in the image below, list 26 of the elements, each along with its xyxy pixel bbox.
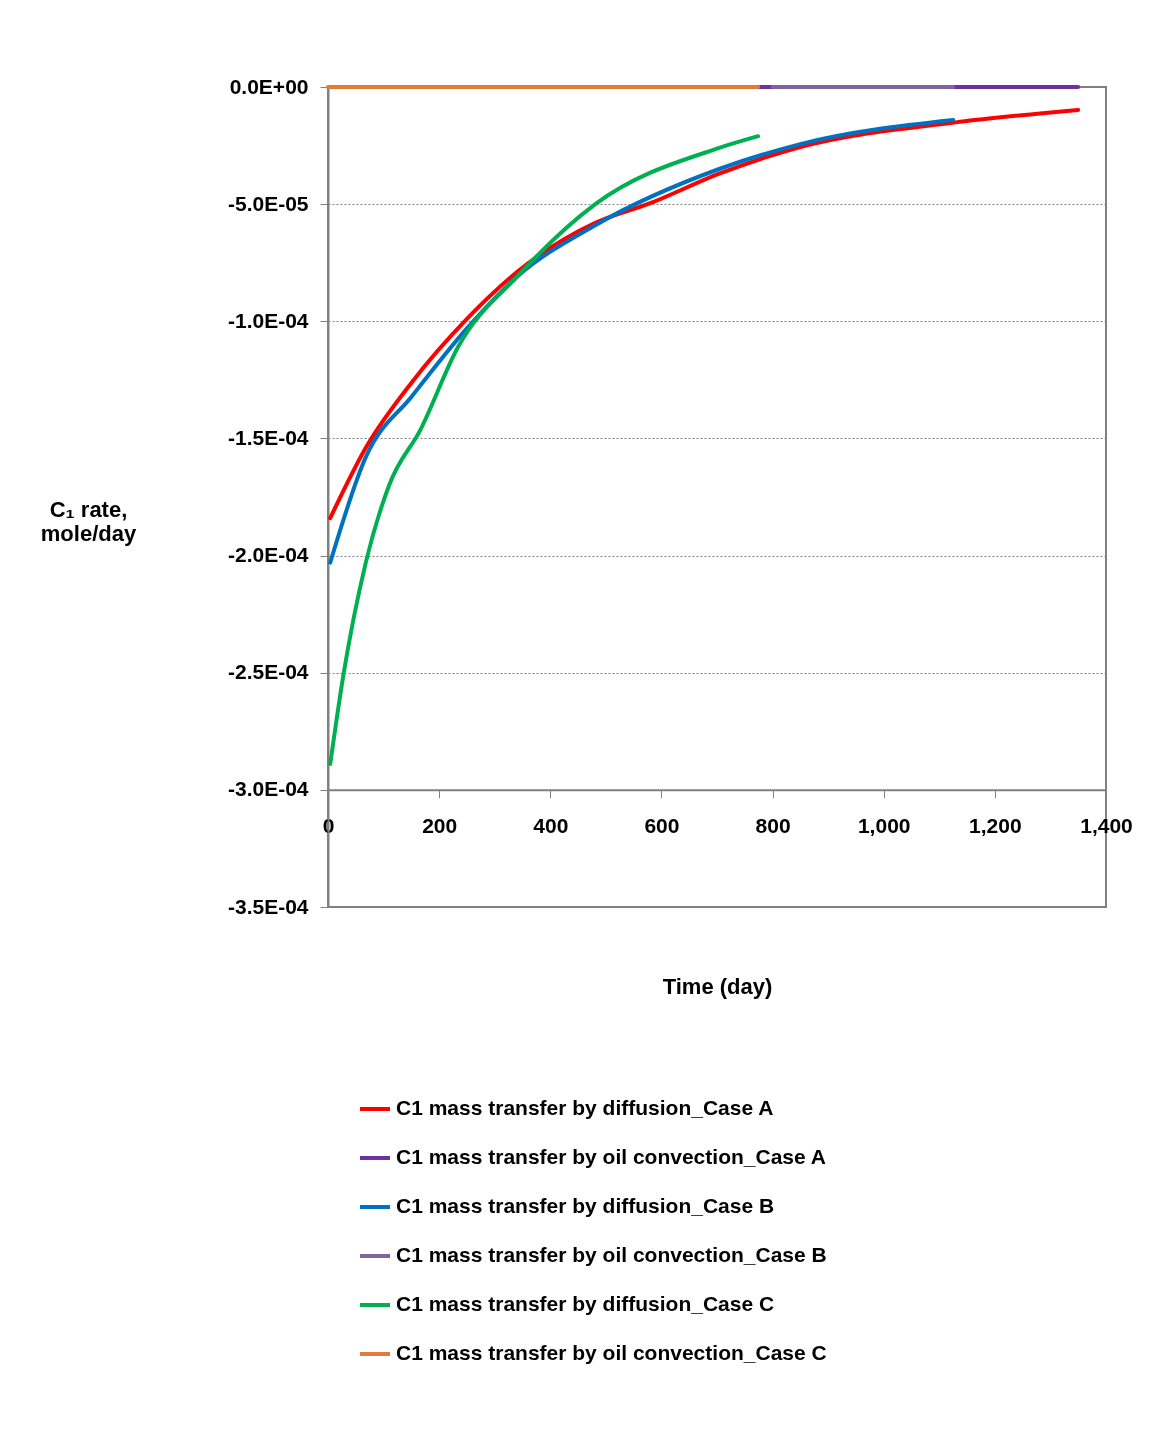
- y-axis-title: C₁ rate, mole/day: [40, 497, 137, 547]
- y-tick-label: -1.5E-04: [227, 425, 309, 449]
- x-tick-label: 1,000: [857, 814, 911, 838]
- line-series: [328, 134, 761, 767]
- y-tick-label: -5.0E-05: [227, 191, 309, 215]
- legend-label: C1 mass transfer by oil convection_Case C: [396, 1341, 827, 1364]
- x-tick-label: 200: [422, 814, 458, 838]
- legend-label: C1 mass transfer by oil convection_Case B: [396, 1243, 827, 1266]
- line-series: [328, 118, 956, 565]
- x-axis-title: Time (day): [662, 974, 773, 1000]
- x-tick-label: 600: [644, 814, 680, 838]
- y-tick-label: -2.5E-04: [227, 660, 309, 684]
- y-tick-label: -3.5E-04: [227, 894, 309, 918]
- x-tick-label: 1,400: [1080, 814, 1133, 838]
- y-tick-label: -1.0E-04: [227, 308, 309, 332]
- legend-label: C1 mass transfer by diffusion_Case C: [396, 1292, 775, 1315]
- y-tick-label: 0.0E+00: [229, 74, 309, 98]
- y-tick-label: -3.0E-04: [227, 777, 309, 801]
- x-tick-label: 1,200: [969, 814, 1022, 838]
- line-series: [328, 107, 1081, 521]
- x-tick-label: 800: [755, 814, 791, 838]
- legend-label: C1 mass transfer by diffusion_Case A: [396, 1096, 774, 1119]
- legend-label: C1 mass transfer by diffusion_Case B: [396, 1194, 775, 1217]
- legend-label: C1 mass transfer by oil convection_Case A: [396, 1145, 826, 1168]
- x-tick-label: 400: [533, 814, 569, 838]
- y-tick-label: -2.0E-04: [227, 543, 309, 567]
